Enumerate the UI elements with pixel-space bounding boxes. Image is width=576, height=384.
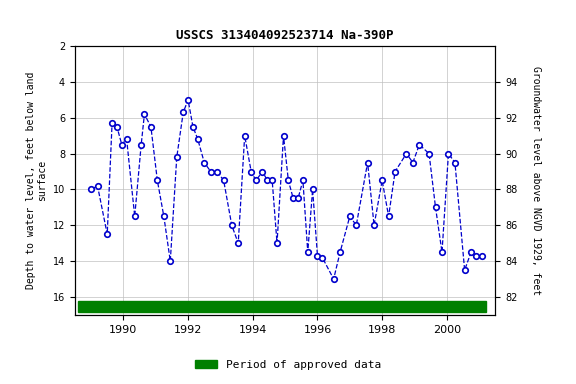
Legend: Period of approved data: Period of approved data — [191, 356, 385, 375]
Bar — [78, 301, 486, 312]
Y-axis label: Depth to water level, feet below land
surface: Depth to water level, feet below land su… — [25, 72, 47, 289]
Title: USSCS 313404092523714 Na-390P: USSCS 313404092523714 Na-390P — [176, 29, 394, 42]
Y-axis label: Groundwater level above NGVD 1929, feet: Groundwater level above NGVD 1929, feet — [531, 66, 541, 295]
